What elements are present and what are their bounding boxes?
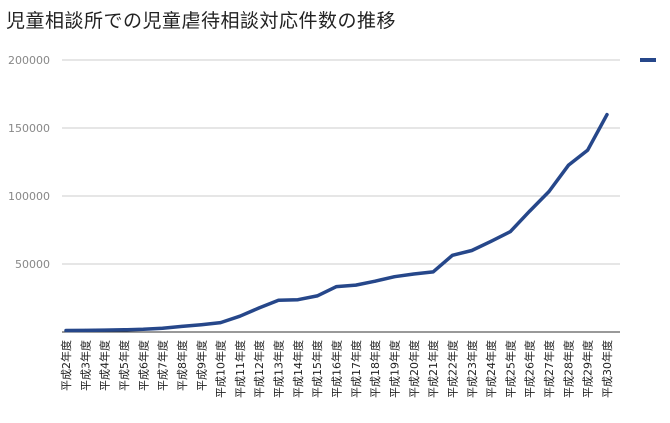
data-point [315,294,319,298]
x-tick-label: 平成11年度 [233,340,247,398]
chart-title: 児童相談所での児童虐待相談対応件数の推移 [6,10,397,32]
data-point [412,272,416,276]
data-point [489,239,493,243]
data-point [605,113,609,117]
x-tick-label: 平成21年度 [426,340,440,398]
x-tick-label: 平成29年度 [581,340,595,398]
data-point [296,298,300,302]
data-point [141,327,145,331]
legend-swatch [640,58,656,62]
data-point [219,321,223,325]
data-point [64,329,68,333]
data-point [508,230,512,234]
data-point [180,324,184,328]
x-tick-label: 平成10年度 [214,340,228,398]
data-point [199,323,203,327]
data-point [122,328,126,332]
y-tick-label: 200000 [8,54,50,67]
y-tick-label: 100000 [8,190,50,203]
x-tick-label: 平成27年度 [542,340,556,398]
x-tick-label: 平成22年度 [445,340,459,398]
x-tick-label: 平成24年度 [484,340,498,398]
data-point [354,283,358,287]
x-tick-label: 平成18年度 [368,340,382,398]
y-tick-label: 150000 [8,122,50,135]
data-point [257,306,261,310]
x-tick-label: 平成4年度 [98,340,112,391]
x-tick-label: 平成8年度 [175,340,189,391]
gridlines [62,59,620,265]
x-tick-label: 平成6年度 [136,340,150,391]
x-tick-label: 平成3年度 [78,340,92,391]
data-point [470,249,474,253]
data-point [547,190,551,194]
x-tick-label: 平成16年度 [330,340,344,398]
x-tick-label: 平成20年度 [407,340,421,398]
x-tick-label: 平成17年度 [349,340,363,398]
x-tick-label: 平成25年度 [503,340,517,398]
data-point [528,209,532,213]
x-tick-label: 平成26年度 [523,340,537,398]
x-tick-label: 平成23年度 [465,340,479,398]
data-point [566,163,570,167]
data-point [431,270,435,274]
y-tick-label: 50000 [15,258,50,271]
x-tick-label: 平成19年度 [387,340,401,398]
data-point [450,253,454,257]
y-axis-ticks: 200000 150000 100000 50000 [8,54,50,271]
x-tick-label: 平成12年度 [252,340,266,398]
x-tick-label: 平成15年度 [310,340,324,398]
data-point [161,326,165,330]
x-tick-label: 平成5年度 [117,340,131,391]
x-tick-label: 平成28年度 [561,340,575,398]
data-point [103,328,107,332]
data-point [238,314,242,318]
data-point [392,275,396,279]
series-line [64,112,609,333]
data-point [83,328,87,332]
x-axis-ticks: 平成2年度 平成3年度 平成4年度 平成5年度 平成6年度 平成7年度 平成8年度 平成9年度… [59,340,614,398]
data-point [277,298,281,302]
data-point [586,148,590,152]
x-tick-label: 平成13年度 [272,340,286,398]
data-point [335,285,338,289]
data-point [373,279,377,283]
x-tick-label: 平成30年度 [600,340,614,398]
x-tick-label: 平成7年度 [156,340,170,391]
x-tick-label: 平成9年度 [194,340,208,391]
x-tick-label: 平成14年度 [291,340,305,398]
x-tick-label: 平成2年度 [59,340,73,391]
